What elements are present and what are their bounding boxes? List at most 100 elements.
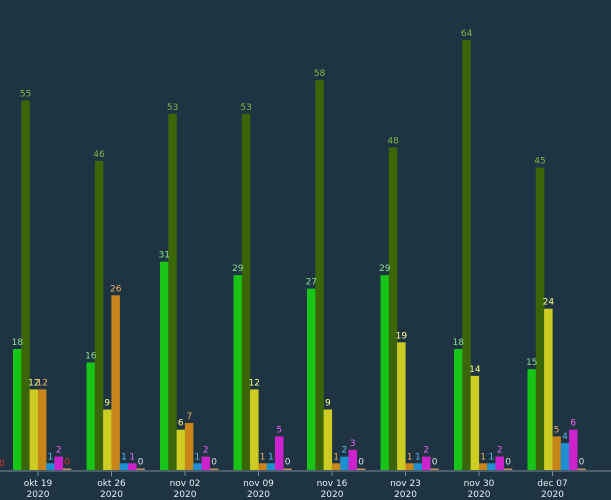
data-label-7-0: 15: [526, 358, 537, 368]
x-tick-label-year-7: 2020: [541, 490, 564, 500]
bar-4-3: [331, 463, 341, 470]
data-label-4-0: 27: [306, 278, 317, 288]
data-label-2-5: 2: [203, 446, 209, 456]
data-label-3-3: 1: [260, 452, 266, 462]
bar-6-1: [462, 39, 471, 471]
bar-5-4: [413, 463, 423, 470]
bar-1-6: [136, 468, 145, 470]
bar-0-3: [37, 389, 47, 470]
data-label-7-3: 5: [554, 425, 560, 435]
data-label-0-0: 18: [12, 338, 24, 348]
bar-6-6: [503, 468, 513, 470]
data-label-4-3: 1: [333, 452, 339, 462]
x-tick-label-week-1: okt 26: [97, 479, 126, 489]
data-label-7-1: 45: [534, 157, 545, 167]
data-label-0-5: 2: [56, 446, 62, 456]
x-tick-label-week-3: nov 09: [243, 479, 274, 489]
bar-4-5: [348, 449, 357, 470]
bar-6-2: [470, 375, 480, 470]
bar-5-2: [397, 342, 406, 470]
x-tick-label-week-5: nov 23: [390, 479, 421, 489]
bar-2-4: [193, 463, 202, 470]
bar-4-0: [307, 288, 316, 470]
data-label-2-0: 31: [159, 251, 170, 261]
data-label-3-5: 5: [276, 425, 282, 435]
bar-7-5: [569, 429, 578, 470]
data-label-7-2: 24: [543, 298, 555, 308]
bar-0-4: [46, 463, 55, 470]
data-label-7-5: 6: [570, 419, 576, 429]
bar-4-2: [323, 409, 333, 470]
bar-7-6: [577, 468, 586, 470]
data-label-3-0: 29: [232, 264, 244, 274]
bar-3-3: [258, 463, 267, 470]
data-label-4-5: 3: [350, 439, 356, 449]
bar-3-4: [266, 463, 276, 470]
bar-5-6: [430, 468, 439, 470]
bar-2-0: [160, 261, 169, 470]
bar-7-4: [560, 443, 570, 470]
bar-7-0: [527, 369, 536, 470]
data-label-6-6: 0: [505, 458, 511, 468]
data-label-3-2: 12: [249, 378, 260, 388]
x-tick-label-week-4: nov 16: [317, 479, 348, 489]
data-label-0-2: 12: [28, 378, 39, 388]
bar-2-2: [176, 429, 186, 470]
bar-2-6: [209, 468, 219, 470]
data-label-5-3: 1: [407, 452, 413, 462]
data-label-6-3: 1: [480, 452, 486, 462]
bar-1-4: [119, 463, 129, 470]
bar-6-4: [487, 463, 496, 470]
x-tick-label-week-0: okt 19: [24, 479, 53, 489]
bar-4-4: [340, 456, 349, 470]
bar-1-0: [86, 362, 95, 470]
data-label-3-6: 0: [285, 458, 291, 468]
x-tick-label-year-1: 2020: [100, 490, 123, 500]
bar-3-0: [233, 275, 242, 470]
data-label-6-4: 1: [489, 452, 495, 462]
bar-3-1: [241, 113, 251, 471]
bar-4-1: [315, 80, 324, 470]
data-label-1-0: 16: [85, 352, 97, 362]
data-label-5-0: 29: [379, 264, 391, 274]
bar-5-5: [422, 456, 431, 470]
data-label-6-1: 64: [461, 29, 473, 39]
x-tick-label-week-6: nov 30: [464, 479, 495, 489]
data-label-0-4: 1: [48, 452, 54, 462]
x-tick-label-year-3: 2020: [247, 490, 270, 500]
bar-1-2: [103, 409, 112, 470]
bar-2-3: [184, 423, 194, 470]
data-label-6-5: 2: [497, 446, 503, 456]
bar-3-6: [283, 468, 292, 470]
bar-0-6: [62, 468, 72, 470]
data-label-1-2: 9: [104, 399, 110, 409]
data-label-5-1: 48: [387, 136, 399, 146]
bar-1-3: [111, 295, 120, 470]
data-label-3-1: 53: [240, 103, 251, 113]
bar-5-3: [405, 463, 414, 470]
data-label-6-0: 18: [453, 338, 465, 348]
data-label-4-6: 0: [358, 458, 364, 468]
bar-5-0: [380, 275, 389, 470]
bar-7-3: [552, 436, 561, 470]
data-label-1-1: 46: [93, 150, 105, 160]
data-label-2-1: 53: [167, 103, 178, 113]
data-label-offscreen: 0: [0, 459, 5, 469]
bar-0-1: [21, 100, 30, 471]
data-label-0-1: 55: [20, 89, 31, 99]
data-label-2-3: 7: [186, 412, 192, 422]
data-label-7-6: 0: [579, 458, 585, 468]
data-label-1-6: 0: [138, 458, 144, 468]
data-label-4-4: 2: [342, 446, 348, 456]
data-label-2-6: 0: [211, 458, 217, 468]
data-label-5-5: 2: [423, 446, 429, 456]
x-tick-label-year-0: 2020: [27, 490, 50, 500]
data-label-1-4: 1: [121, 452, 127, 462]
bar-0-5: [54, 456, 63, 470]
x-tick-label-week-2: nov 02: [170, 479, 201, 489]
bars-layer: [13, 39, 586, 471]
bar-5-1: [388, 147, 398, 470]
data-label-4-2: 9: [325, 399, 331, 409]
